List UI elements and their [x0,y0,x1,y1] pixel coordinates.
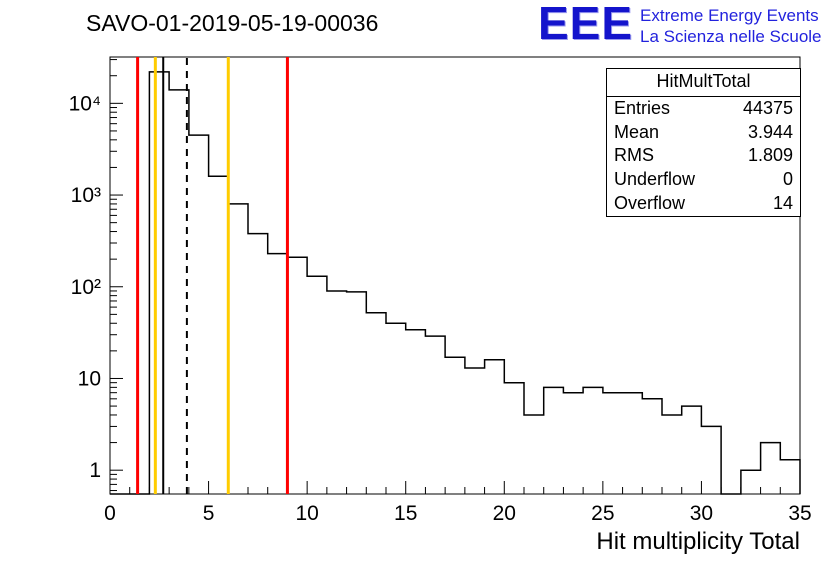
stats-value: 14 [772,192,793,213]
stats-value: 44375 [742,97,793,118]
stats-label: Underflow [614,169,696,189]
eee-logo-captions: Extreme Energy Events La Scienza nelle S… [640,2,821,48]
stats-value: 1.809 [747,145,793,166]
stats-row-entries: Entries 44375 [607,97,800,121]
x-tick-label: 25 [591,502,614,525]
stats-row-mean: Mean 3.944 [607,121,800,145]
y-tick-label: 10⁴ [69,92,101,115]
axes: 0 5 10 15 20 25 30 35 1 10 10² 10³ 10⁴ [69,56,812,525]
x-tick-label: 10 [295,502,318,525]
x-tick-label: 0 [104,502,116,525]
eee-logo-text: EEE [538,0,634,49]
x-tick-label: 35 [788,502,811,525]
stats-row-underflow: Underflow 0 [607,168,800,192]
y-tick-label: 10 [78,367,101,390]
stats-label: RMS [614,145,654,166]
y-tick-label: 1 [89,459,101,482]
stats-value: 3.944 [747,121,793,142]
stats-row-rms: RMS 1.809 [607,144,800,168]
x-tick-label: 15 [394,502,417,525]
plot-frame [109,56,801,495]
page-title: SAVO-01-2019-05-19-00036 [86,10,379,36]
stats-title: HitMultTotal [607,69,800,97]
stats-label: Overflow [614,192,686,213]
stats-label: Mean [614,121,660,142]
stats-box: HitMultTotal Entries 44375 Mean 3.944 RM… [606,68,801,217]
histogram-step-line [110,71,801,495]
y-tick-label: 10² [71,276,101,299]
histogram-series [110,71,801,495]
x-tick-label: 5 [203,502,215,525]
x-axis-label: Hit multiplicity Total [596,528,800,555]
marker-lines [136,57,289,494]
stats-row-overflow: Overflow 14 [607,192,800,216]
y-tick-label: 10³ [71,184,101,207]
x-tick-label: 20 [493,502,516,525]
stats-value: 0 [782,169,793,189]
logo-caption-line2: La Scienza nelle Scuole [640,27,822,47]
stats-label: Entries [614,97,671,118]
x-tick-label: 30 [690,502,713,525]
logo-caption-line1: Extreme Energy Events [640,6,819,25]
eee-logo: EEE Extreme Energy Events La Scienza nel… [538,0,822,49]
